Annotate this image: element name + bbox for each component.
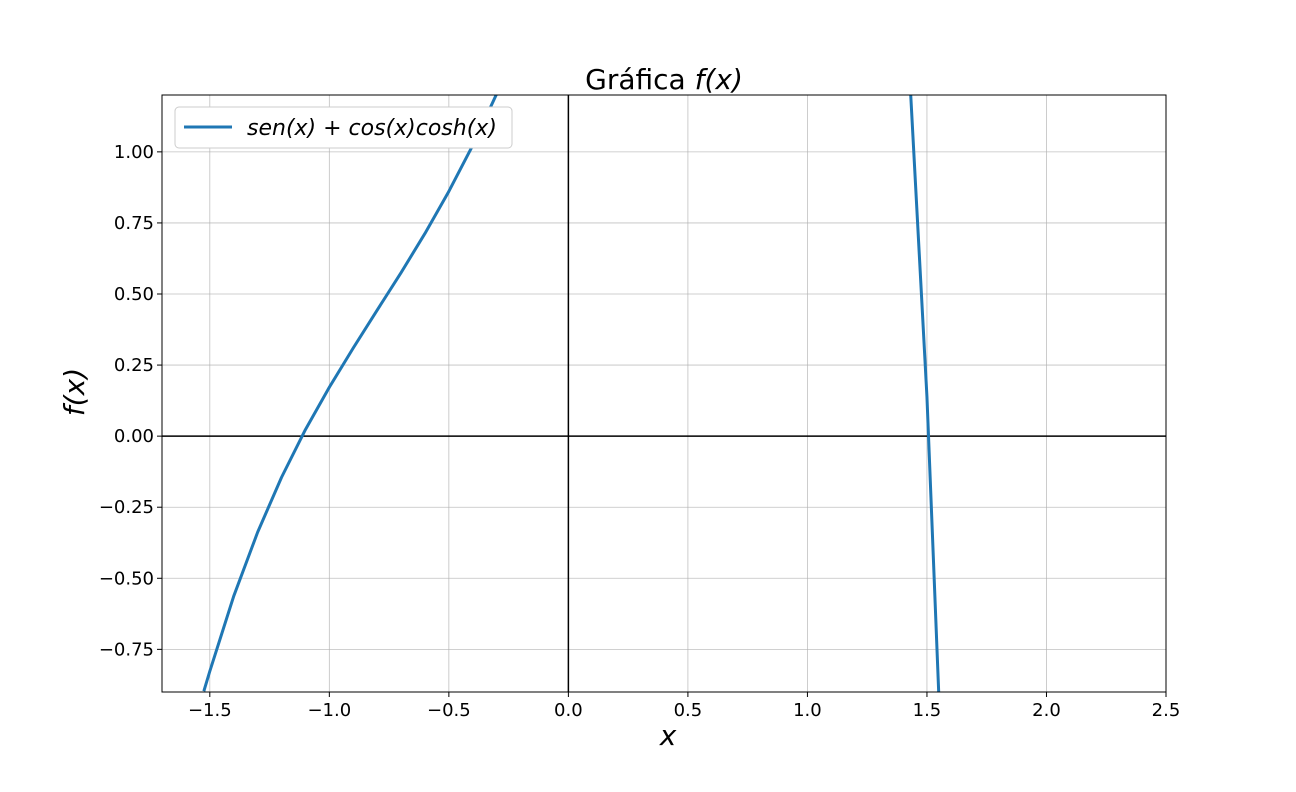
y-tick-label: 1.00 bbox=[114, 142, 154, 163]
chart-title-prefix: Gráfica bbox=[585, 63, 694, 96]
x-tick-label: 0.0 bbox=[554, 700, 583, 721]
y-tick-label: −0.25 bbox=[99, 497, 154, 518]
reference-lines bbox=[162, 95, 1166, 692]
y-tick-label: −0.75 bbox=[99, 639, 154, 660]
x-tick-label: 2.0 bbox=[1032, 700, 1061, 721]
series-line bbox=[202, 95, 941, 692]
legend: sen(x) + cos(x)cosh(x) bbox=[174, 106, 513, 149]
y-tick-label: −0.50 bbox=[99, 568, 154, 589]
plot-frame bbox=[161, 94, 1167, 693]
y-tick-label: 0.25 bbox=[114, 355, 154, 376]
y-tick-label: 0.50 bbox=[114, 284, 154, 305]
x-tick-label: 2.5 bbox=[1152, 700, 1181, 721]
y-tick-label: 0.00 bbox=[114, 426, 154, 447]
x-tick-label: 1.0 bbox=[793, 700, 822, 721]
x-tick-label: −0.5 bbox=[427, 700, 471, 721]
chart-title: Gráfica f(x) bbox=[585, 63, 743, 96]
y-axis-ticks: −0.75 −0.50 −0.25 0.00 0.25 0.50 0.75 1.00 bbox=[99, 142, 162, 660]
plot-background bbox=[162, 95, 1166, 692]
x-tick-label: 0.5 bbox=[674, 700, 703, 721]
x-tick-label: −1.0 bbox=[307, 700, 351, 721]
legend-box bbox=[174, 106, 513, 149]
y-axis-label: f(x) bbox=[58, 368, 91, 416]
legend-label: sen(x) + cos(x)cosh(x) bbox=[247, 116, 497, 141]
x-axis-ticks: −1.5 −1.0 −0.5 0.0 0.5 1.0 1.5 2.0 2.5 bbox=[188, 692, 1180, 721]
chart-title-math: f(x) bbox=[695, 63, 743, 96]
y-tick-label: 0.75 bbox=[114, 213, 154, 234]
series-layer bbox=[202, 95, 941, 692]
x-axis-label: x bbox=[659, 719, 677, 752]
x-tick-label: 1.5 bbox=[913, 700, 942, 721]
x-tick-label: −1.5 bbox=[188, 700, 232, 721]
